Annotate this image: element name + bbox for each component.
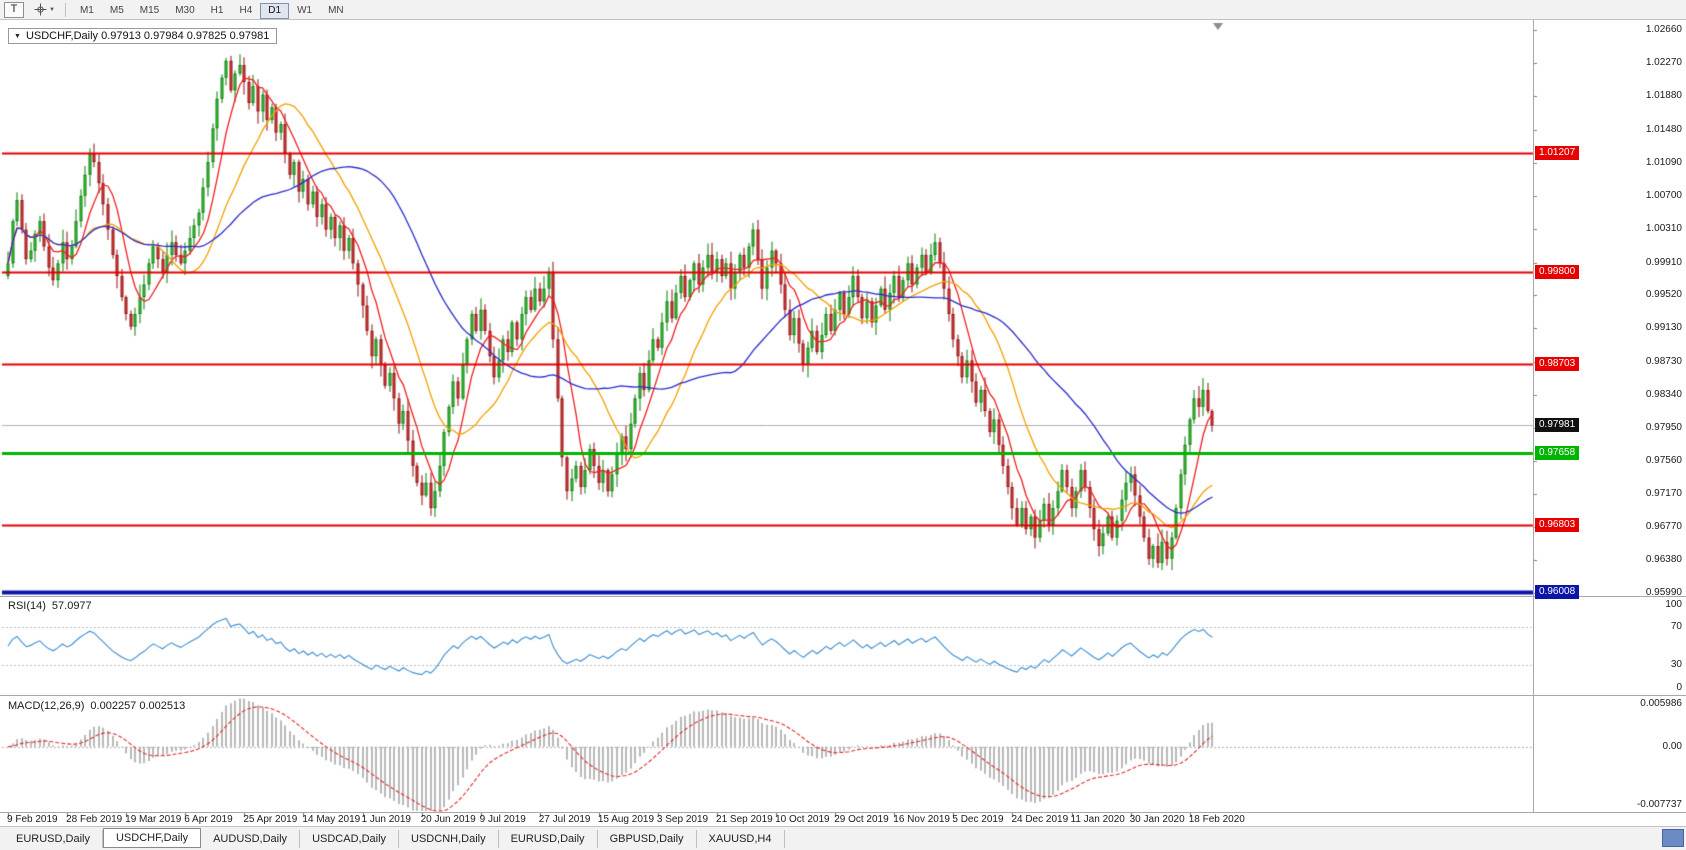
template-button[interactable]: T bbox=[4, 1, 24, 18]
date-label: 15 Aug 2019 bbox=[597, 814, 655, 825]
date-label: 9 Feb 2019 bbox=[7, 814, 58, 825]
price-tick-label: 0.98340 bbox=[1645, 388, 1682, 400]
chevron-down-icon: ▼ bbox=[49, 6, 55, 13]
date-label: 6 Apr 2019 bbox=[184, 814, 233, 825]
price-tick-label: 0.99910 bbox=[1645, 256, 1682, 268]
time-axis-border bbox=[0, 812, 1686, 813]
chart-tab-gbpusd-daily[interactable]: GBPUSD,Daily bbox=[598, 829, 697, 848]
date-label: 16 Nov 2019 bbox=[893, 814, 950, 825]
price-tick-label: 1.01480 bbox=[1645, 124, 1682, 136]
rsi-axis-label: 70 bbox=[1670, 620, 1682, 632]
chart-tab-usdchf-daily[interactable]: USDCHF,Daily bbox=[102, 827, 202, 848]
macd-panel-title: MACD(12,26,9) 0.002257 0.002513 bbox=[8, 700, 185, 712]
timeframe-button-m1[interactable]: M1 bbox=[72, 3, 102, 19]
date-label: 24 Dec 2019 bbox=[1011, 814, 1069, 825]
crosshair-icon bbox=[34, 3, 47, 16]
timeframe-button-mn[interactable]: MN bbox=[320, 3, 352, 19]
date-label: 5 Dec 2019 bbox=[952, 814, 1004, 825]
macd-axis-label: 0.00 bbox=[1662, 740, 1682, 752]
macd-axis-label: 0.005986 bbox=[1640, 698, 1682, 709]
date-label: 9 Jul 2019 bbox=[479, 814, 526, 825]
chart-info-box[interactable]: ▼ USDCHF,Daily 0.97913 0.97984 0.97825 0… bbox=[8, 28, 278, 44]
date-label: 14 May 2019 bbox=[302, 814, 361, 825]
date-label: 18 Feb 2020 bbox=[1188, 814, 1245, 825]
macd-values: 0.002257 0.002513 bbox=[90, 700, 186, 712]
price-tick-label: 0.96380 bbox=[1645, 554, 1682, 566]
tab-bar-corner-button[interactable] bbox=[1662, 829, 1684, 847]
date-label: 20 Jun 2019 bbox=[420, 814, 476, 825]
date-label: 11 Jan 2020 bbox=[1070, 814, 1125, 825]
price-axis-border bbox=[1533, 20, 1534, 813]
timeframe-button-m30[interactable]: M30 bbox=[167, 3, 202, 19]
price-tick-label: 1.01090 bbox=[1645, 156, 1682, 168]
rsi-axis-label: 0 bbox=[1676, 682, 1682, 693]
date-label: 21 Sep 2019 bbox=[716, 814, 773, 825]
level-price-badge: 0.96008 bbox=[1535, 584, 1580, 599]
level-price-badge: 0.97658 bbox=[1535, 445, 1580, 460]
macd-label: MACD(12,26,9) bbox=[8, 700, 85, 712]
chart-ohlc-label: USDCHF,Daily 0.97913 0.97984 0.97825 0.9… bbox=[25, 30, 270, 42]
collapse-arrow-icon[interactable]: ▼ bbox=[14, 32, 21, 40]
level-price-badge: 0.98703 bbox=[1535, 357, 1580, 372]
rsi-panel-title: RSI(14) 57.0977 bbox=[8, 600, 92, 612]
price-tick-label: 1.02270 bbox=[1645, 57, 1682, 69]
chart-tab-usdcad-daily[interactable]: USDCAD,Daily bbox=[300, 829, 400, 848]
price-tick-label: 0.99130 bbox=[1645, 322, 1682, 334]
chart-tab-audusd-daily[interactable]: AUDUSD,Daily bbox=[201, 829, 301, 848]
timeframe-button-h4[interactable]: H4 bbox=[231, 3, 260, 19]
rsi-value: 57.0977 bbox=[51, 600, 92, 612]
crosshair-tool-button[interactable]: ▼ bbox=[30, 2, 59, 18]
rsi-label: RSI(14) bbox=[8, 600, 46, 612]
price-tick-label: 0.96770 bbox=[1645, 521, 1682, 533]
timeframe-button-h1[interactable]: H1 bbox=[203, 3, 232, 19]
level-price-badge: 0.99800 bbox=[1535, 264, 1580, 279]
rsi-panel-splitter[interactable] bbox=[0, 596, 1686, 597]
timeframe-button-w1[interactable]: W1 bbox=[289, 3, 320, 19]
date-label: 29 Oct 2019 bbox=[834, 814, 889, 825]
timeframe-button-d1[interactable]: D1 bbox=[260, 2, 290, 19]
chart-tab-bar: EURUSD,Daily USDCHF,Daily AUDUSD,Daily USDC… bbox=[0, 826, 1686, 850]
price-tick-label: 1.02660 bbox=[1645, 24, 1682, 36]
date-label: 1 Jun 2019 bbox=[361, 814, 412, 825]
rsi-axis-label: 100 bbox=[1665, 599, 1682, 610]
chart-tab-usdcnh-daily[interactable]: USDCNH,Daily bbox=[399, 829, 499, 848]
date-label: 25 Apr 2019 bbox=[243, 814, 298, 825]
date-label: 28 Feb 2019 bbox=[66, 814, 123, 825]
top-toolbar: T ▼ M1 M5 M15 M30 H1 H4 D1 W1 MN bbox=[0, 0, 1686, 20]
timeframe-button-m5[interactable]: M5 bbox=[102, 3, 132, 19]
chart-tab-xauusd-h4[interactable]: XAUUSD,H4 bbox=[697, 829, 785, 848]
price-tick-label: 1.00700 bbox=[1645, 189, 1682, 201]
price-tick-label: 1.00310 bbox=[1645, 222, 1682, 234]
chart-tab-eurusd-daily[interactable]: EURUSD,Daily bbox=[499, 829, 598, 848]
price-tick-label: 0.95990 bbox=[1645, 587, 1682, 599]
price-tick-label: 0.97950 bbox=[1645, 421, 1682, 433]
toolbar-separator bbox=[64, 2, 66, 17]
date-label: 3 Sep 2019 bbox=[656, 814, 709, 825]
date-label: 27 Jul 2019 bbox=[538, 814, 591, 825]
date-label: 30 Jan 2020 bbox=[1129, 814, 1185, 825]
rsi-axis-label: 30 bbox=[1670, 659, 1682, 671]
macd-panel-splitter[interactable] bbox=[0, 695, 1686, 696]
price-tick-label: 0.99520 bbox=[1645, 289, 1682, 301]
current-price-badge: 0.97981 bbox=[1535, 418, 1580, 433]
price-tick-label: 0.98730 bbox=[1645, 356, 1682, 368]
price-tick-label: 1.01880 bbox=[1645, 90, 1682, 102]
chart-tab-eurusd-daily[interactable]: EURUSD,Daily bbox=[4, 829, 103, 848]
level-price-badge: 1.01207 bbox=[1535, 146, 1580, 161]
date-label: 10 Oct 2019 bbox=[775, 814, 830, 825]
macd-axis-label: -0.007737 bbox=[1636, 799, 1682, 810]
timeframe-toolbar: M1 M5 M15 M30 H1 H4 D1 W1 MN bbox=[72, 0, 352, 19]
price-tick-label: 0.97170 bbox=[1645, 487, 1682, 499]
timeframe-button-m15[interactable]: M15 bbox=[132, 3, 167, 19]
date-label: 19 Mar 2019 bbox=[125, 814, 182, 825]
price-tick-label: 0.97560 bbox=[1645, 454, 1682, 466]
level-price-badge: 0.96803 bbox=[1535, 517, 1580, 532]
